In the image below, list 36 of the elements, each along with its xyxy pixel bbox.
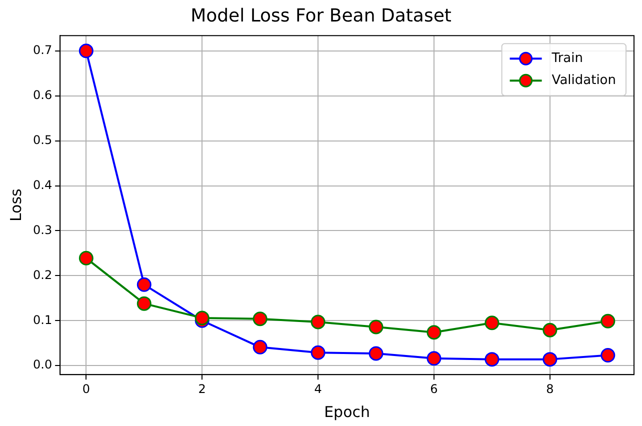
legend-label: Train xyxy=(550,50,584,66)
x-tick-label: 4 xyxy=(314,382,322,396)
point xyxy=(252,312,268,326)
point xyxy=(426,351,442,366)
x-tick-label: 8 xyxy=(546,382,554,396)
x-tick-label: 0 xyxy=(82,382,90,396)
point xyxy=(78,44,94,58)
chart-title: Model Loss For Bean Dataset xyxy=(190,5,452,26)
y-axis-title: Loss xyxy=(6,188,25,222)
point xyxy=(368,346,384,361)
point xyxy=(78,250,94,266)
x-tick-label: 6 xyxy=(430,382,438,396)
point xyxy=(136,296,152,311)
point xyxy=(368,320,384,334)
y-tick-label: 0.1 xyxy=(32,312,52,327)
y-tick-label: 0.5 xyxy=(32,132,52,147)
point xyxy=(252,340,268,354)
y-tick-label: 0.7 xyxy=(32,43,52,58)
y-tick-label: 0.2 xyxy=(32,268,52,282)
x-axis-title: Epoch xyxy=(324,402,370,421)
point xyxy=(542,322,558,338)
point xyxy=(310,314,326,330)
y-tick-label: 0.0 xyxy=(32,358,52,372)
y-tick-label: 0.3 xyxy=(32,222,52,237)
point xyxy=(136,277,152,292)
x-tick-label: 2 xyxy=(198,382,206,396)
legend-label: Validation xyxy=(552,72,616,88)
point xyxy=(310,345,326,360)
y-tick-label: 0.4 xyxy=(32,178,52,192)
y-tick-label: 0.6 xyxy=(32,88,52,102)
point xyxy=(426,325,442,340)
point xyxy=(600,314,616,328)
point xyxy=(484,352,500,367)
point xyxy=(484,316,500,330)
point xyxy=(542,352,558,367)
point xyxy=(600,348,616,363)
